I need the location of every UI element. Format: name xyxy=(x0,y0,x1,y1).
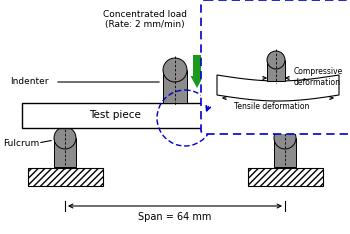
Circle shape xyxy=(274,127,296,149)
Circle shape xyxy=(267,51,285,69)
Polygon shape xyxy=(22,103,328,128)
FancyArrow shape xyxy=(190,55,203,88)
Polygon shape xyxy=(163,70,187,103)
Circle shape xyxy=(163,58,187,82)
Polygon shape xyxy=(274,138,296,167)
Text: Concentrated load
(Rate: 2 mm/min): Concentrated load (Rate: 2 mm/min) xyxy=(103,10,187,29)
Text: Span = 64 mm: Span = 64 mm xyxy=(138,212,212,222)
Text: Indenter: Indenter xyxy=(10,77,49,87)
Text: Tensile deformation: Tensile deformation xyxy=(234,102,310,111)
FancyBboxPatch shape xyxy=(201,0,350,134)
Polygon shape xyxy=(28,168,103,186)
Text: Compressive
deformation: Compressive deformation xyxy=(294,67,343,87)
Polygon shape xyxy=(54,138,76,167)
Text: Fulcrum: Fulcrum xyxy=(3,139,39,147)
Polygon shape xyxy=(248,168,323,186)
Text: Test piece: Test piece xyxy=(89,110,141,121)
Circle shape xyxy=(54,127,76,149)
Polygon shape xyxy=(217,75,339,101)
Polygon shape xyxy=(267,60,285,81)
